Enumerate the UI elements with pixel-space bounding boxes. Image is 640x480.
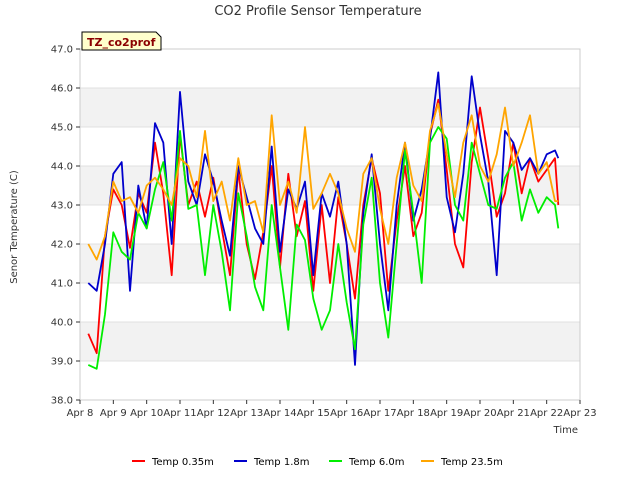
- y-tick-label: 42.0: [51, 240, 73, 251]
- x-axis: Apr 8 Apr 9 Apr 10 Apr 11 Apr 12 Apr 13 Apr 14…: [67, 400, 597, 419]
- y-tick-label: 38.0: [51, 396, 73, 407]
- y-axis: 38.0 39.0 40.0 41.0 42.0 43.0 44.0 45.0 46.0 47.0: [51, 45, 80, 407]
- y-tick-label: 43.0: [51, 201, 73, 212]
- grid-band: [80, 88, 580, 127]
- x-tick-label: Apr 18: [397, 408, 430, 419]
- badge-box: [81, 31, 162, 51]
- legend-label: Temp 1.8m: [253, 457, 309, 468]
- plot-background: [80, 48, 580, 401]
- x-tick-label: Apr 15: [297, 408, 330, 419]
- plot-frame: [79, 48, 581, 401]
- series-line-4: [87, 102, 559, 261]
- legend-label: Temp 23.5m: [440, 457, 503, 468]
- x-tick-label: Apr 21: [497, 408, 530, 419]
- legend: Temp 0.35m Temp 1.8m Temp 6.0m Temp 23.5m: [132, 457, 503, 468]
- x-tick-label: Apr 20: [463, 408, 496, 419]
- x-tick-label: Apr 8: [67, 408, 94, 419]
- badge-label: TZ_co2prof: [87, 36, 156, 49]
- grid-band: [80, 361, 580, 400]
- x-axis-label: Time: [553, 425, 578, 436]
- grid-band: [80, 322, 580, 361]
- y-axis-label: Senor Temperature (C): [9, 170, 20, 284]
- y-tick-label: 44.0: [51, 162, 73, 173]
- x-tick-label: Apr 23: [563, 408, 596, 419]
- grid-band: [80, 205, 580, 244]
- site-badge: TZ_co2prof: [81, 31, 162, 51]
- x-tick-label: Apr 19: [430, 408, 463, 419]
- x-tick-label: Apr 16: [330, 408, 363, 419]
- y-tick-label: 46.0: [51, 84, 73, 95]
- series-line-1: [87, 98, 560, 355]
- grid-band: [80, 283, 580, 322]
- series-group: [87, 71, 560, 370]
- legend-label: Temp 6.0m: [348, 457, 404, 468]
- x-tick-label: Apr 12: [197, 408, 230, 419]
- x-tick-label: Apr 13: [230, 408, 263, 419]
- y-tick-label: 39.0: [51, 357, 73, 368]
- y-tick-label: 45.0: [51, 123, 73, 134]
- chart-title: CO2 Profile Sensor Temperature: [214, 4, 421, 19]
- grid-band: [80, 49, 580, 88]
- x-tick-label: Apr 22: [530, 408, 563, 419]
- legend-label: Temp 0.35m: [151, 457, 214, 468]
- y-tick-label: 40.0: [51, 318, 73, 329]
- x-tick-label: Apr 14: [263, 408, 296, 419]
- x-tick-label: Apr 9: [100, 408, 127, 419]
- series-line-3: [87, 126, 560, 370]
- y-tick-label: 47.0: [51, 45, 73, 56]
- grid-band: [80, 166, 580, 205]
- x-tick-label: Apr 10: [130, 408, 163, 419]
- y-tick-label: 41.0: [51, 279, 73, 290]
- x-tick-label: Apr 11: [163, 408, 196, 419]
- x-tick-label: Apr 17: [363, 408, 396, 419]
